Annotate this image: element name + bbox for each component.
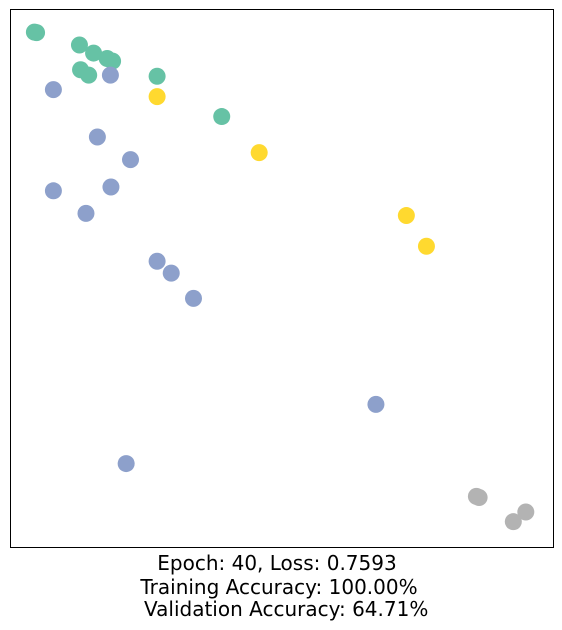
scatter-point-class-2 [250,144,268,162]
scatter-point-class-3 [517,503,535,521]
scatter-plot [10,9,554,548]
scatter-point-class-3 [504,513,522,531]
scatter-point-class-1 [367,395,385,413]
scatter-point-class-0 [28,24,46,42]
scatter-point-class-1 [122,151,139,169]
scatter-point-class-3 [470,488,488,506]
scatter-point-class-0 [148,67,166,85]
scatter-point-class-1 [184,289,202,307]
scatter-point-class-1 [101,66,119,84]
scatter-point-class-1 [102,178,120,196]
plot-frame [10,9,554,548]
scatter-point-class-0 [213,108,231,126]
validation-accuracy-text: Validation Accuracy: 64.71% [137,597,429,621]
scatter-point-class-0 [70,36,88,54]
scatter-point-class-1 [77,204,95,222]
scatter-point-class-1 [44,182,62,200]
epoch-loss-text: Epoch: 40, Loss: 0.7593 [157,551,397,575]
scatter-point-class-1 [148,252,166,270]
scatter-point-class-2 [417,237,435,255]
scatter-point-class-0 [104,52,122,70]
scatter-point-class-0 [80,66,98,84]
scatter-point-class-1 [162,264,180,282]
scatter-point-class-2 [148,88,166,106]
points-layer [25,23,535,531]
training-accuracy-text: Training Accuracy: 100.00% [140,575,418,599]
scatter-point-class-1 [44,81,62,99]
scatter-point-class-1 [117,455,135,473]
scatter-point-class-2 [397,207,415,225]
scatter-point-class-0 [85,44,103,62]
scatter-point-class-1 [88,128,106,146]
